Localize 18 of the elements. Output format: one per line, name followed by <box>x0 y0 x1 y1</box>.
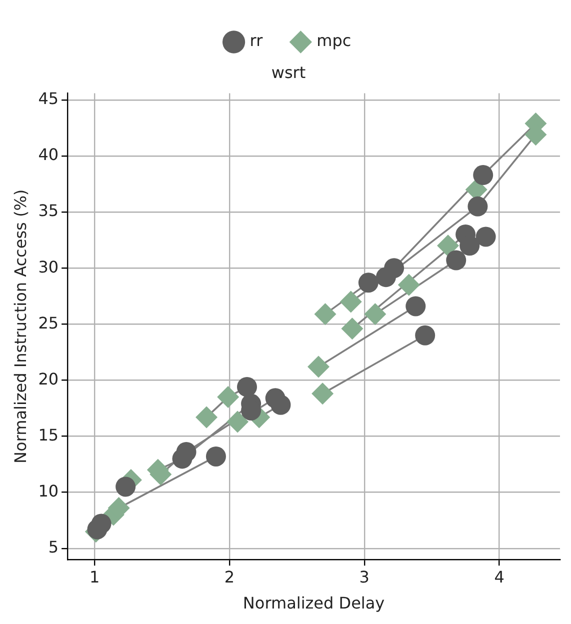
y-tick-label: 15 <box>38 425 59 444</box>
y-tick-label: 5 <box>48 538 59 557</box>
x-tick-label: 2 <box>224 567 235 586</box>
x-tick-label: 4 <box>494 567 504 586</box>
y-tick-label: 35 <box>38 201 59 220</box>
x-axis-title: Normalized Delay <box>242 594 385 613</box>
y-tick-label: 30 <box>38 257 59 276</box>
y-tick-label: 45 <box>38 89 59 108</box>
y-tick-label: 25 <box>38 313 59 332</box>
y-tick-label: 20 <box>38 369 59 388</box>
y-tick-label: 10 <box>38 481 59 500</box>
legend-label: mpc <box>316 31 352 50</box>
y-axis-title: Normalized Instruction Access (%) <box>10 189 30 464</box>
x-tick-label: 3 <box>359 567 370 586</box>
x-tick-label: 1 <box>89 567 100 586</box>
legend-label: rr <box>250 31 264 50</box>
chart-title: wsrt <box>271 62 306 82</box>
y-tick-label: 40 <box>38 145 59 164</box>
